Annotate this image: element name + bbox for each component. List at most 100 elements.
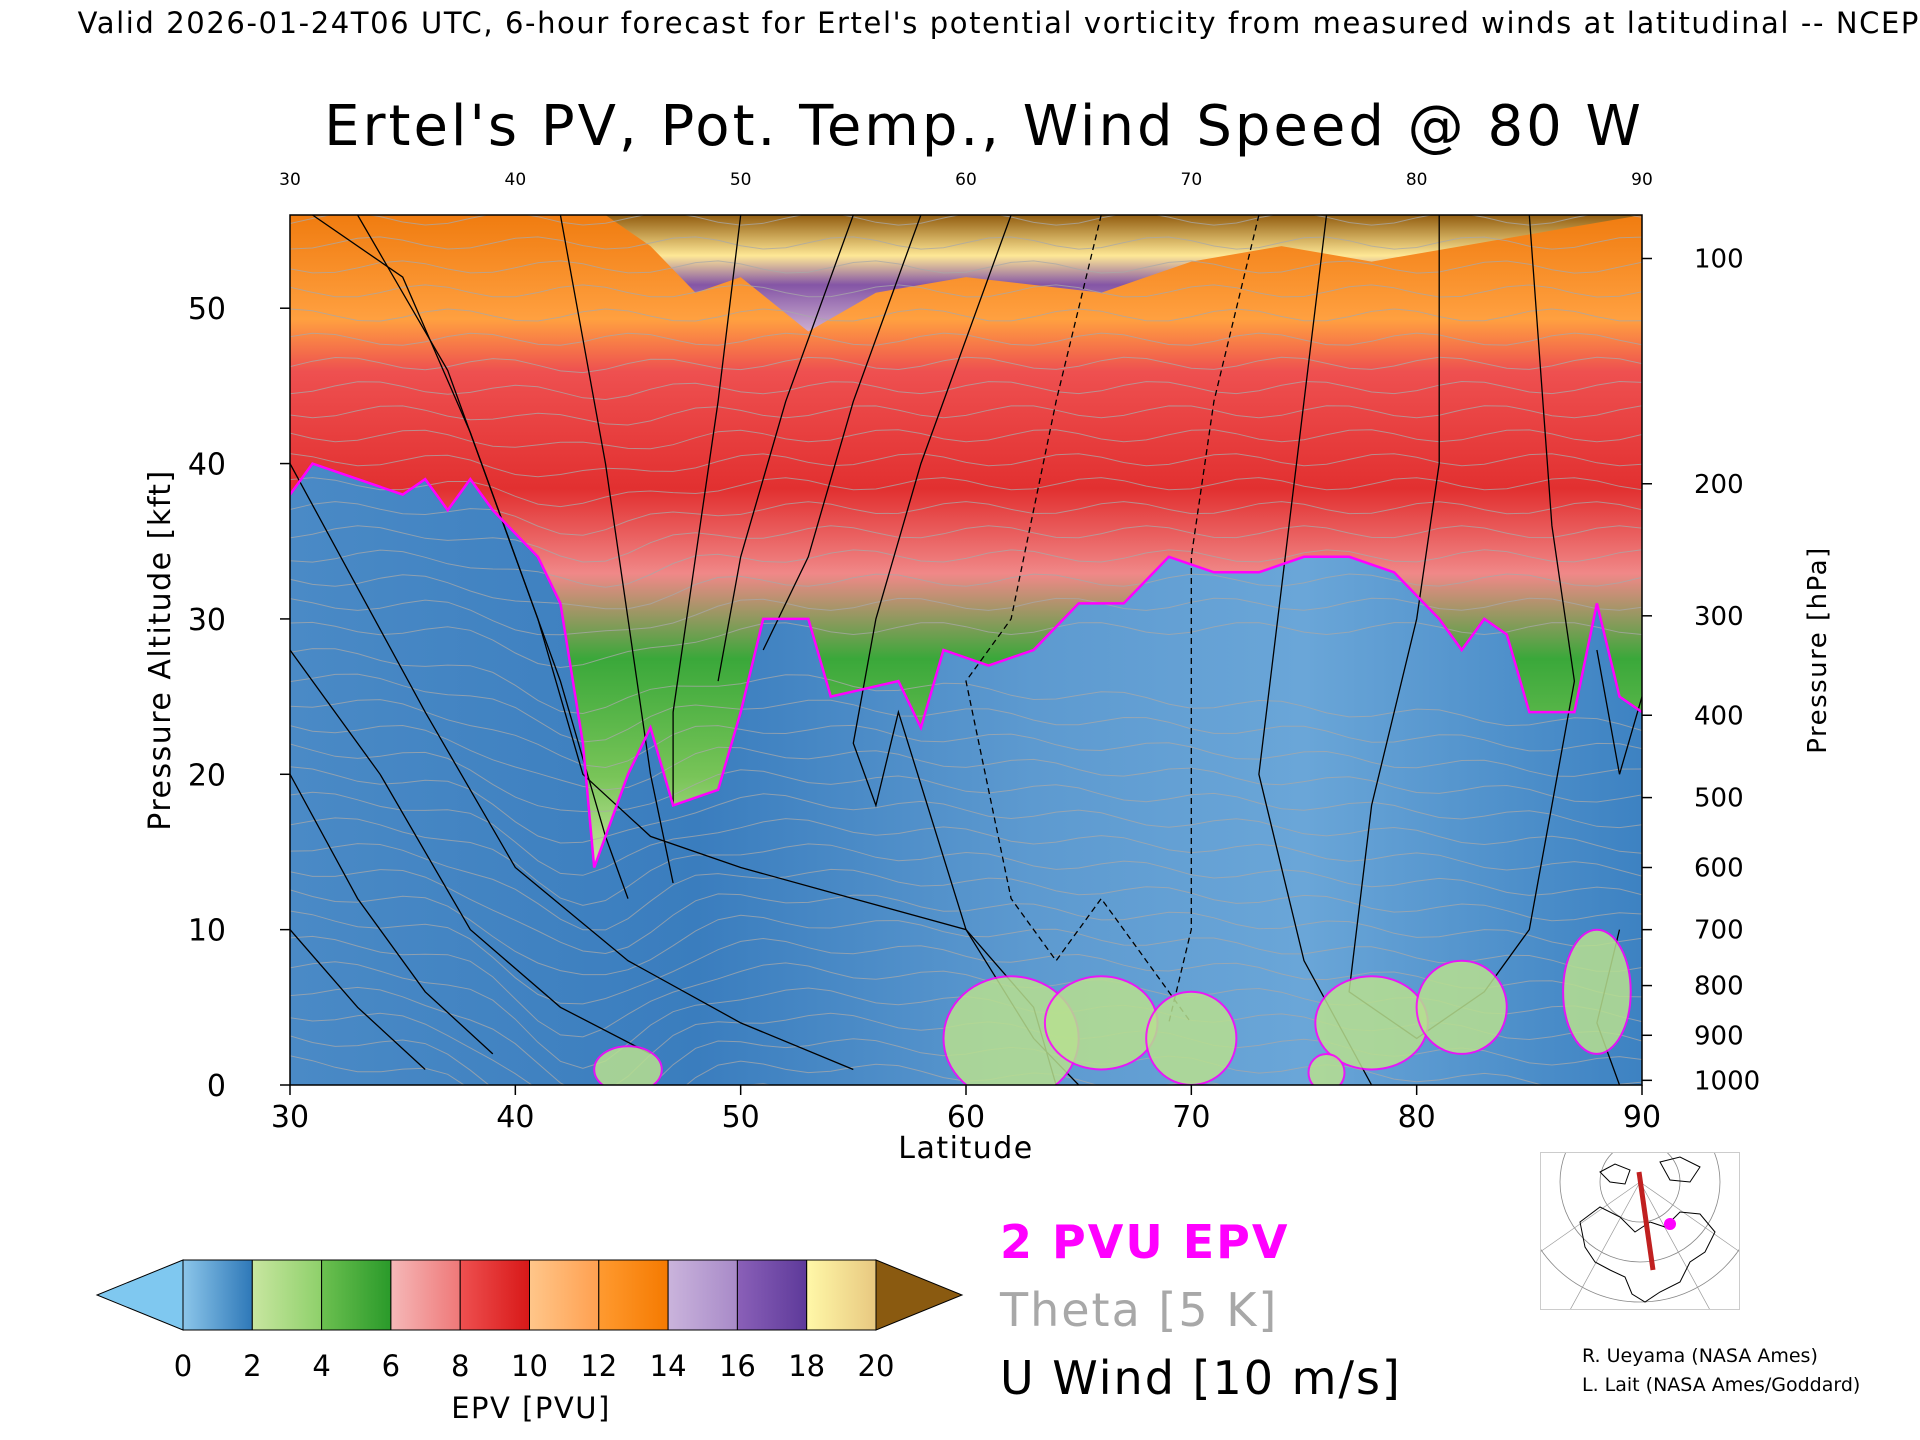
u-wind-contour [290,463,854,1071]
section-line [1636,1171,1656,1271]
pressure-tick-label: 300 [1694,602,1744,632]
tropopause-2pvu-line [290,462,1642,868]
legend-uwind-interval: [10 m/s] [1192,1351,1402,1405]
colorbar-label: EPV [PVU] [451,1391,611,1425]
pressure-tick-label: 1000 [1694,1066,1760,1096]
pressure-tick-label: 600 [1694,854,1744,884]
u-wind-contour [290,649,651,1055]
upper-stratosphere-fill [290,215,1642,332]
x-tick-label: 60 [947,1100,985,1135]
theta-contour [290,215,1642,226]
x-axis-label: Latitude [898,1131,1033,1166]
legend-theta-label: Theta [1000,1283,1142,1337]
u-wind-contour [312,215,1057,1085]
theta-contour [290,724,1642,803]
colorbar [95,1259,964,1331]
colorbar-tick-label: 20 [858,1349,895,1383]
pressure-tick-label: 100 [1694,245,1744,275]
surface-pv-patch [1562,928,1632,1055]
theta-contour [290,766,1642,854]
x-tick-label: 70 [1172,1100,1210,1135]
y-tick-label: 50 [188,292,226,327]
theta-contour [290,889,1642,976]
plot-area [290,215,1642,1085]
credit-line-1: R. Ueyama (NASA Ames) [1582,1345,1818,1367]
surface-pv-patch [1043,975,1159,1071]
u-wind-contour [762,215,922,651]
x-top-tick-label: 90 [1631,170,1653,190]
theta-contour [290,699,1642,777]
colorbar-bin [806,1259,877,1331]
colorbar-bin [251,1259,323,1331]
theta-contour [290,843,1642,931]
colorbar-bin [321,1259,392,1331]
theta-contour [290,429,1642,450]
polar-map-icon [1540,1152,1740,1310]
chart-title: Ertel's PV, Pot. Temp., Wind Speed @ 80 … [324,94,1644,159]
colorbar-bin [667,1259,738,1331]
x-top-tick-label: 50 [730,170,752,190]
colorbar-bin [390,1259,461,1331]
x-tick-label: 50 [722,1100,760,1135]
u-wind-contours [290,215,1642,1085]
x-axis-top-ticks: 30 40 50 60 70 80 90 [279,170,1653,190]
u-wind-contour [672,215,742,806]
u-wind-contour [290,929,426,1070]
pressure-tick-label: 200 [1694,470,1744,500]
theta-contour [290,869,1642,955]
theta-contour [290,260,1642,274]
colorbar-tick-label: 12 [580,1349,617,1383]
theta-contour [290,549,1642,588]
legend-uwind-label: U Wind [1000,1351,1176,1405]
colorbar-tick-label: 18 [788,1349,825,1383]
theta-contour [290,743,1642,829]
theta-contour [290,597,1642,636]
theta-contour [290,817,1642,906]
forecast-header: Valid 2026-01-24T06 UTC, 6-hour forecast… [0,6,1920,40]
theta-contour [290,332,1642,346]
colorbar-tick-label: 6 [382,1349,400,1383]
theta-contour [290,380,1642,401]
colorbar-over-arrow [875,1259,964,1331]
pressure-axis-ticks: 100 200 300 400 500 600 700 800 900 1000 [1642,245,1760,1096]
u-wind-contour [357,215,629,899]
legend-theta-line: Theta [5 K] [1000,1283,1402,1337]
pressure-tick-label: 900 [1694,1021,1744,1051]
colorbar-bin [459,1259,531,1331]
credit-line-2: L. Lait (NASA Ames/Goddard) [1582,1374,1861,1396]
colorbar-tick-label: 14 [650,1349,687,1383]
u-wind-contour [290,773,494,1055]
u-wind-contour [1258,215,1373,1085]
x-tick-label: 90 [1623,1100,1661,1135]
theta-contour [290,501,1642,536]
surface-pv-patch [1145,990,1238,1085]
theta-contour [290,525,1642,563]
theta-contour [290,308,1642,322]
colorbar-tick-label: 8 [451,1349,469,1383]
y-tick-label: 30 [188,603,226,638]
theta-contour [290,405,1642,426]
u-wind-contour [717,215,854,682]
colorbar-under-arrow [95,1259,184,1331]
pressure-tick-label: 800 [1694,972,1744,1002]
theta-contour [290,236,1642,250]
theta-contour [290,910,1642,1005]
y-tick-label: 20 [188,758,226,793]
x-top-tick-label: 80 [1406,170,1428,190]
x-top-tick-label: 60 [955,170,977,190]
x-axis-ticks: 30 40 50 60 70 80 90 [271,1085,1661,1135]
colorbar-bin [182,1259,253,1331]
lower-level-pv-patches [593,928,1632,1085]
theta-contour [290,673,1642,752]
pressure-tick-label: 700 [1694,916,1744,946]
theta-contour [290,356,1642,374]
x-top-tick-label: 70 [1181,170,1203,190]
pressure-tick-label: 500 [1694,784,1744,814]
colorbar-tick-label: 2 [243,1349,261,1383]
y-axis-label: Pressure Altitude [kft] [143,469,178,830]
contour-legend: 2 PVU EPV Theta [5 K] U Wind [10 m/s] [1000,1215,1402,1405]
colorbar-bin [598,1259,669,1331]
theta-contour [290,284,1642,298]
y-tick-label: 0 [207,1069,226,1104]
